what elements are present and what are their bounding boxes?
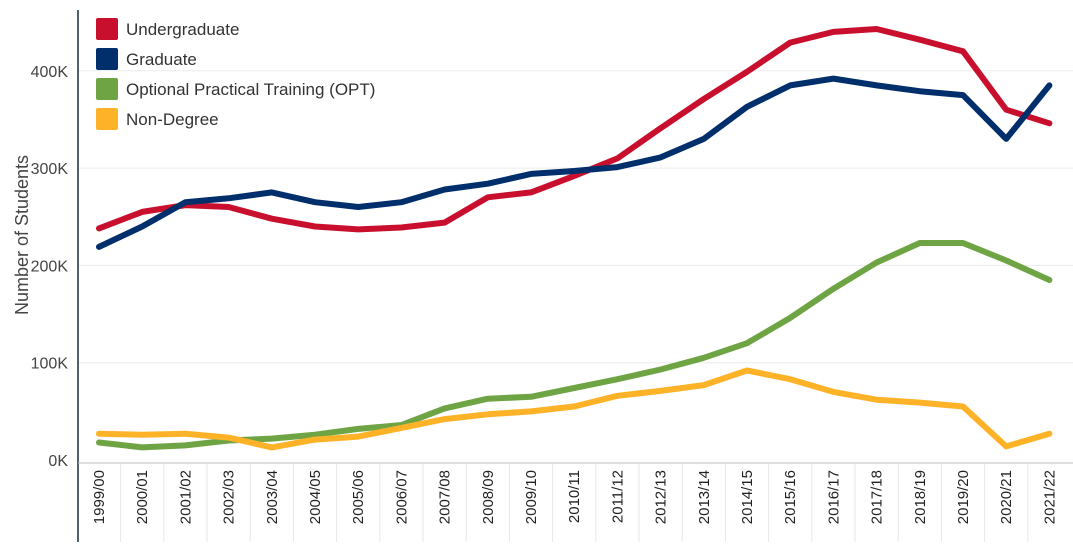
x-tick-label: 2014/15 [739,470,756,524]
legend-label[interactable]: Non-Degree [126,110,219,129]
series-line-3[interactable] [96,240,1053,451]
x-tick-label: 2006/07 [393,470,410,524]
legend-swatch[interactable] [96,108,118,130]
legend: Undergraduate Graduate Optional Practical … [96,18,375,130]
x-tick-label: 2020/21 [998,470,1015,524]
x-tick-label: 2021/22 [1041,470,1058,524]
y-tick-label: 200K [31,258,69,275]
x-tick-label: 2016/17 [825,470,842,524]
series-line-2[interactable] [96,75,1053,250]
legend-label[interactable]: Graduate [126,50,197,69]
x-tick-label: 1999/00 [91,470,108,524]
x-tick-label: 2005/06 [350,470,367,524]
y-axis-label: Number of Students [12,155,32,315]
x-tick-label: 2017/18 [869,470,886,524]
x-tick-label: 2019/20 [955,470,972,524]
x-tick-label: 2003/04 [264,470,281,524]
series-line-4[interactable] [96,367,1053,451]
series-lines [96,26,1053,451]
x-tick-label: 2008/09 [480,470,497,524]
y-tick-label: 400K [31,64,69,81]
x-tick-label: 2007/08 [437,470,454,524]
x-tick-label: 2015/16 [782,470,799,524]
axes: 0K 100K 200K 300K 400K 1999/00 2000/01 2001/02 2… [31,10,1073,542]
x-tick-label: 2013/14 [696,470,713,524]
legend-label[interactable]: Undergraduate [126,20,239,39]
x-tick-label: 2012/13 [653,470,670,524]
series-line-1[interactable] [96,26,1053,233]
x-tick-label: 2000/01 [134,470,151,524]
legend-swatch[interactable] [96,18,118,40]
y-tick-label: 300K [31,161,69,178]
y-tick-label: 100K [31,356,69,373]
x-tick-label: 2001/02 [177,470,194,524]
x-tick-label: 2011/12 [609,470,626,523]
legend-label[interactable]: Optional Practical Training (OPT) [126,80,375,99]
x-tick-label: 2010/11 [566,470,583,523]
x-tick-label: 2018/19 [912,470,929,524]
legend-swatch[interactable] [96,48,118,70]
x-tick-label: 2004/05 [307,470,324,524]
gridlines [78,70,1073,364]
legend-swatch[interactable] [96,78,118,100]
y-tick-label: 0K [48,453,68,470]
x-tick-label: 2002/03 [221,470,238,524]
x-tick-label: 2009/10 [523,470,540,524]
